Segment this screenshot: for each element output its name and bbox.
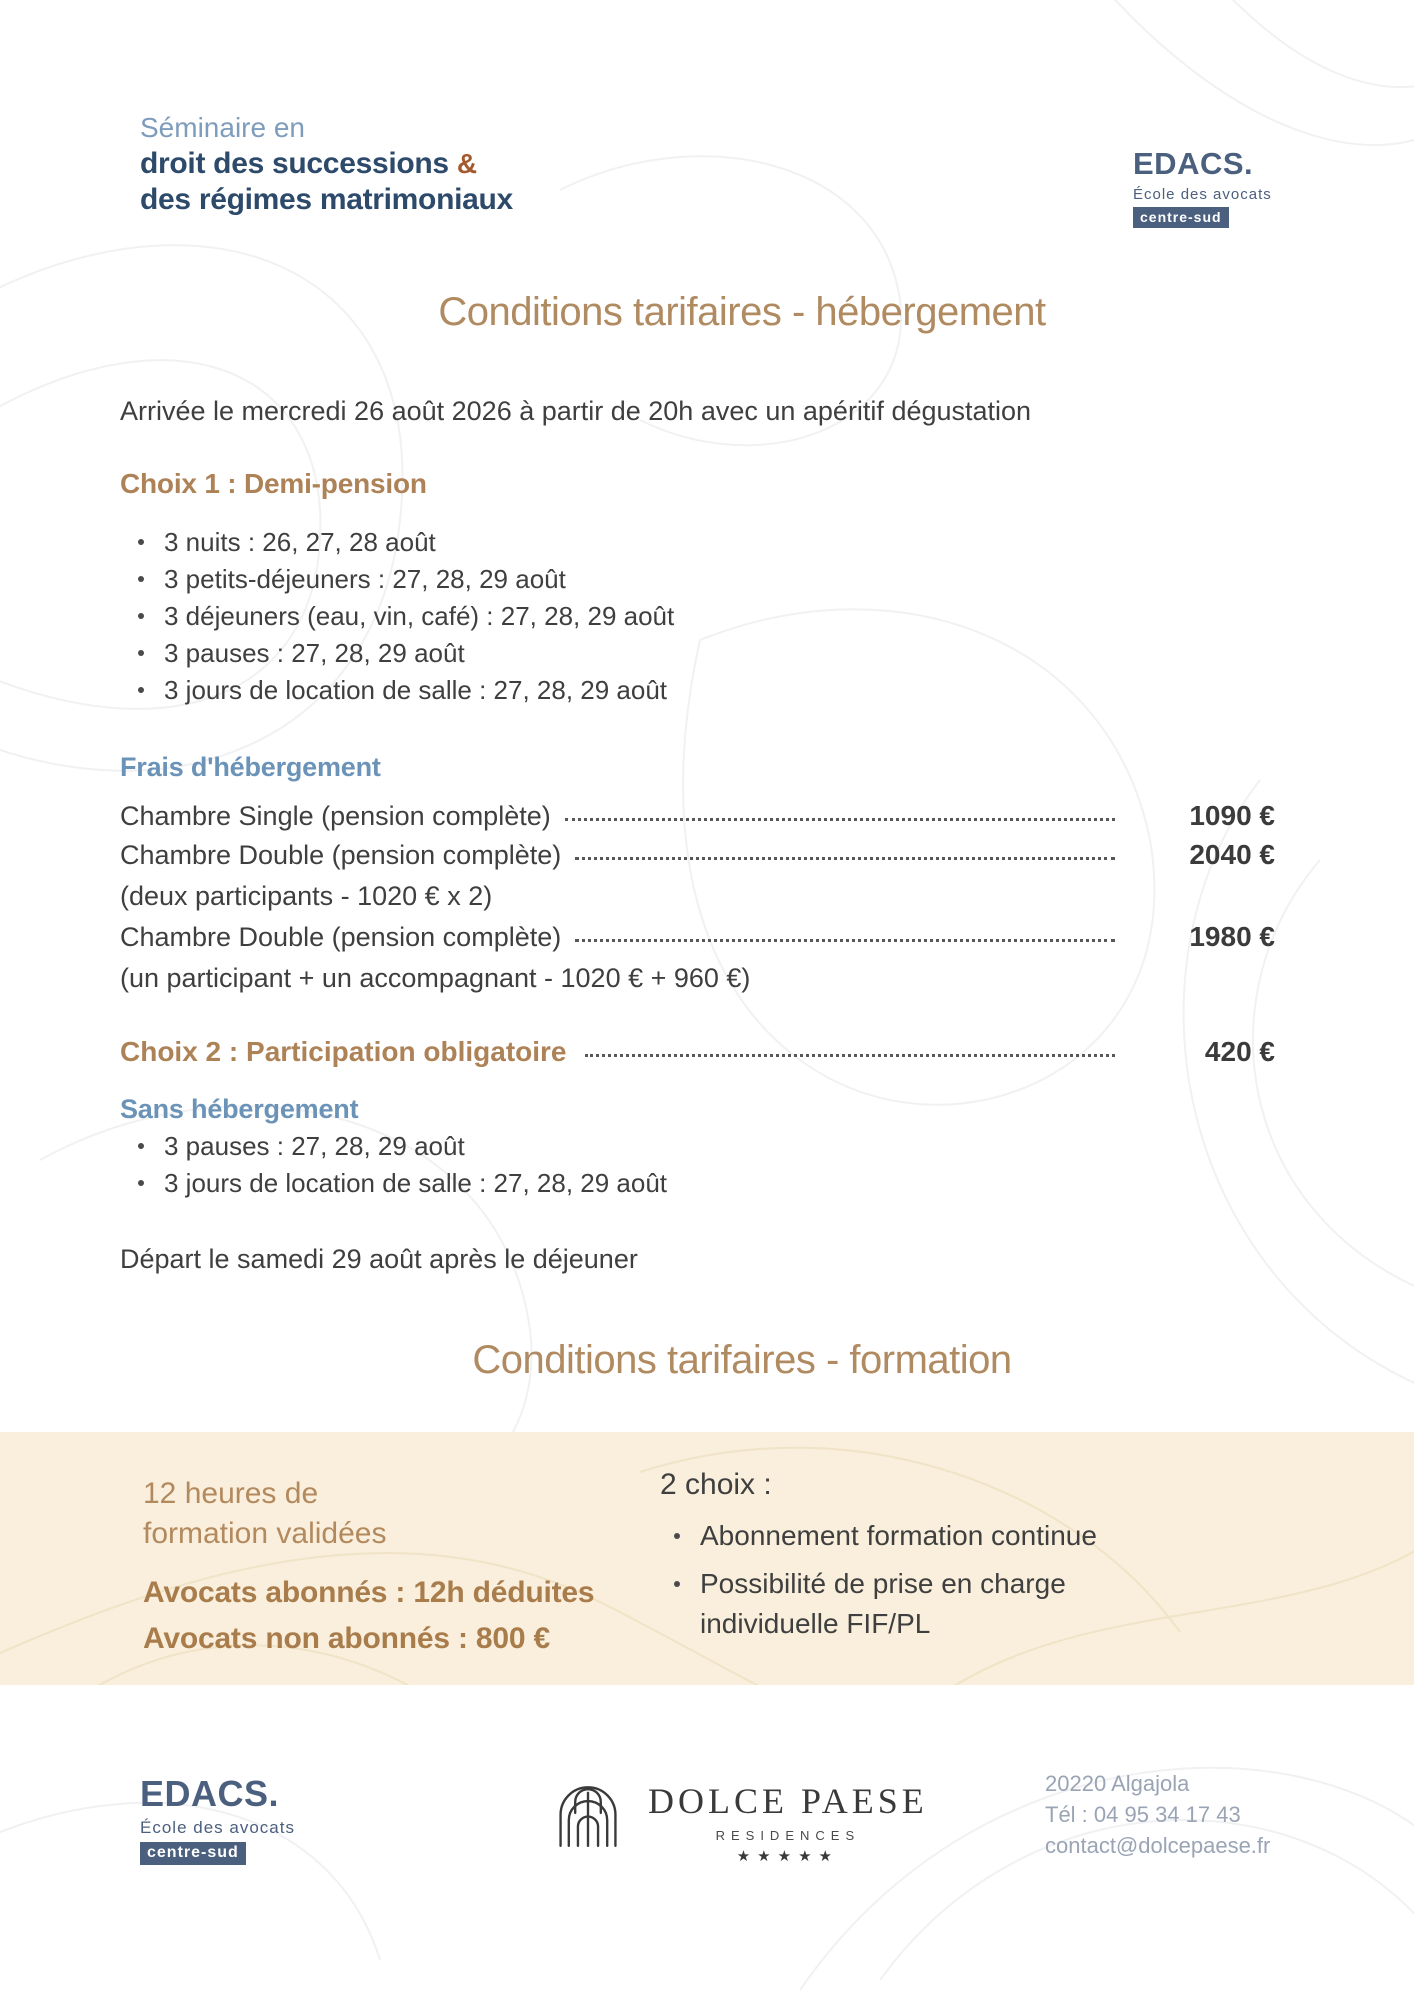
edacs-school-label: École des avocats	[140, 1818, 295, 1837]
sans-hebergement-bullet-list: 3 pauses : 27, 28, 29 août 3 jours de lo…	[130, 1128, 667, 1202]
arrival-line: Arrivée le mercredi 26 août 2026 à parti…	[120, 396, 1032, 426]
list-item: 3 jours de location de salle : 27, 28, 2…	[130, 1165, 667, 1202]
list-item: 3 pauses : 27, 28, 29 août	[130, 635, 674, 672]
formation-pricing-panel: 12 heures de formation validées Avocats …	[0, 1432, 1414, 1685]
contact-address: 20220 Algajola	[1045, 1771, 1190, 1796]
dotted-leader	[575, 856, 1115, 860]
list-item: 3 déjeuners (eau, vin, café) : 27, 28, 2…	[130, 598, 674, 635]
accommodation-price-table: Chambre Single (pension complète) 1090 €…	[120, 800, 1275, 1003]
list-item: Possibilité de prise en charge individue…	[660, 1564, 1130, 1644]
formation-title: Conditions tarifaires - formation	[472, 1338, 1012, 1382]
panel-contour-decoration	[0, 1446, 1414, 1685]
hours-line-2: formation validées	[143, 1517, 387, 1550]
brand-line-3: des régimes matrimoniaux	[140, 183, 513, 216]
edacs-region-badge: centre-sud	[140, 1842, 246, 1865]
price-note: (un participant + un accompagnant - 1020…	[120, 963, 751, 993]
ampersand: &	[456, 148, 477, 179]
five-stars-rating: ★★★★★	[736, 1848, 839, 1865]
choix2-price-row: Choix 2 : Participation obligatoire 420 …	[120, 1036, 1275, 1068]
edacs-logo-footer: EDACS. École des avocats centre-sud	[140, 1776, 295, 1865]
departure-line: Départ le samedi 29 août après le déjeun…	[120, 1244, 638, 1274]
formation-choices-block: 2 choix : Abonnement formation continue …	[660, 1468, 1130, 1652]
dolce-paese-arches-icon	[559, 1786, 617, 1848]
price-value: 2040 €	[1189, 839, 1275, 870]
choix1-heading: Choix 1 : Demi-pension	[120, 468, 427, 499]
choix2-heading: Choix 2 : Participation obligatoire	[120, 1036, 567, 1067]
edacs-school-label: École des avocats	[1133, 186, 1272, 203]
subscribed-price-line: Avocats abonnés : 12h déduites	[143, 1576, 595, 1609]
contact-email: contact@dolcepaese.fr	[1045, 1833, 1271, 1858]
dolce-paese-text: DOLCE PAESE RESIDENCES ★★★★★	[648, 1780, 928, 1865]
choix1-bullet-list: 3 nuits : 26, 27, 28 août 3 petits-déjeu…	[130, 524, 674, 709]
contact-phone: Tél : 04 95 34 17 43	[1045, 1802, 1241, 1827]
edacs-logo: EDACS. École des avocats centre-sud	[1133, 148, 1272, 228]
edacs-region-badge: centre-sud	[1133, 207, 1229, 228]
price-row: Chambre Double (pension complète) 2040 €	[120, 839, 1275, 871]
price-label: Chambre Double (pension complète)	[120, 922, 562, 952]
list-item: 3 nuits : 26, 27, 28 août	[130, 524, 674, 561]
frais-heading: Frais d'hébergement	[120, 752, 381, 782]
dotted-leader	[575, 938, 1115, 942]
formation-hours-block: 12 heures de formation validées Avocats …	[143, 1474, 595, 1662]
seminar-brand-title: Séminaire en droit des successions & des …	[140, 110, 513, 218]
edacs-wordmark: EDACS.	[1133, 146, 1254, 181]
price-label: Chambre Double (pension complète)	[120, 840, 562, 870]
dolce-paese-residences-label: RESIDENCES	[715, 1828, 861, 1843]
list-item: Abonnement formation continue	[660, 1516, 1130, 1556]
edacs-wordmark: EDACS.	[140, 1773, 280, 1814]
dolce-paese-name: DOLCE PAESE	[648, 1781, 928, 1821]
list-item: 3 pauses : 27, 28, 29 août	[130, 1128, 667, 1165]
brand-line-2: droit des successions &	[140, 147, 477, 180]
dotted-leader	[584, 1053, 1115, 1057]
price-value: 1090 €	[1189, 800, 1275, 831]
choices-bullet-list: Abonnement formation continue Possibilit…	[660, 1516, 1130, 1644]
price-row: Chambre Single (pension complète) 1090 €	[120, 800, 1275, 832]
price-label: Chambre Single (pension complète)	[120, 801, 551, 831]
price-value: 1980 €	[1189, 921, 1275, 952]
list-item: 3 petits-déjeuners : 27, 28, 29 août	[130, 561, 674, 598]
dolce-paese-logo: DOLCE PAESE RESIDENCES ★★★★★	[556, 1774, 928, 1865]
price-note: (deux participants - 1020 € x 2)	[120, 881, 493, 911]
sans-hebergement-heading: Sans hébergement	[120, 1094, 359, 1124]
hours-line-1: 12 heures de	[143, 1477, 319, 1510]
choices-heading: 2 choix :	[660, 1468, 772, 1501]
not-subscribed-price-line: Avocats non abonnés : 800 €	[143, 1622, 550, 1655]
hebergement-title: Conditions tarifaires - hébergement	[438, 290, 1046, 334]
contact-block: 20220 Algajola Tél : 04 95 34 17 43 cont…	[1045, 1768, 1270, 1861]
price-row: Chambre Double (pension complète) 1980 €	[120, 921, 1275, 953]
formation-prices: Avocats abonnés : 12h déduites Avocats n…	[143, 1570, 595, 1662]
choix2-price: 420 €	[1204, 1036, 1275, 1067]
list-item: 3 jours de location de salle : 27, 28, 2…	[130, 672, 674, 709]
dotted-leader	[564, 817, 1115, 821]
brand-line-1: Séminaire en	[140, 112, 305, 143]
